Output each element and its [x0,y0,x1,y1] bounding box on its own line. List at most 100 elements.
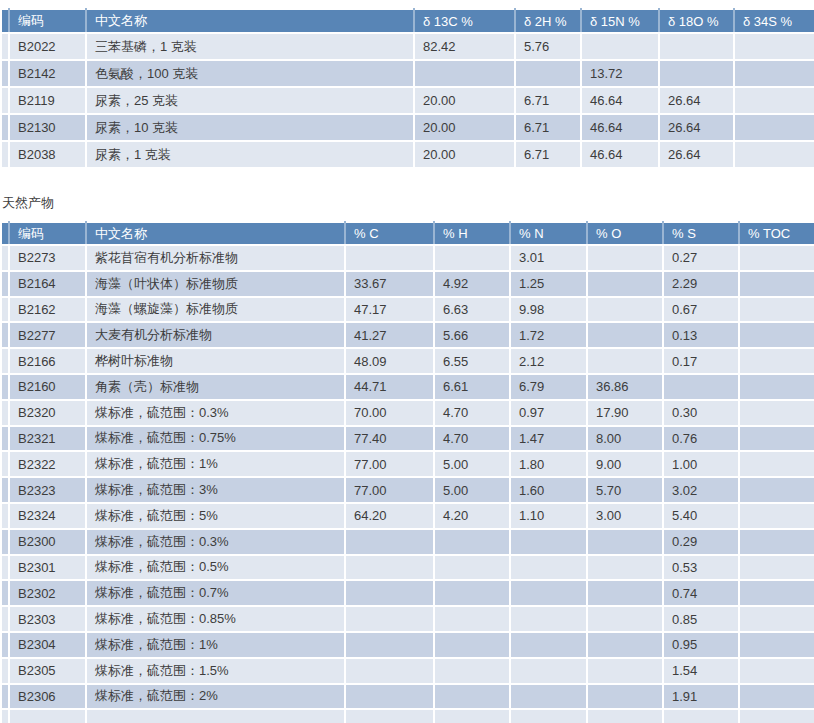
value-cell [515,60,581,87]
value-cell [434,684,510,710]
value-cell: 20.00 [414,87,515,114]
value-cell [587,555,663,581]
value-cell: 41.27 [345,322,434,348]
value-cell [414,60,515,87]
value-cell [345,632,434,658]
value-cell [739,503,814,529]
value-cell: 0.95 [663,632,739,658]
name-cell: 海藻（叶状体）标准物质 [86,271,345,297]
value-cell: 0.29 [663,529,739,555]
name-cell: 煤标准，硫范围：2% [86,684,345,710]
value-cell [510,709,587,723]
code-cell: B2321 [9,426,86,452]
value-cell [587,529,663,555]
natural-products-table: 编码中文名称% C% H% N% O% S% TOC B2273紫花苜宿有机分析… [0,221,814,723]
code-cell: B2322 [9,451,86,477]
spacer-cell [1,529,9,555]
spacer-cell [1,245,9,271]
value-cell: 0.17 [663,348,739,374]
name-cell: 紫花苜宿有机分析标准物 [86,245,345,271]
table-row: B2321煤标准，硫范围：0.75%77.404.701.478.000.76 [1,426,814,452]
value-cell [587,271,663,297]
value-cell: 6.63 [434,297,510,323]
name-cell: 煤标准，硫范围：1% [86,632,345,658]
value-cell [739,658,814,684]
value-cell [434,529,510,555]
table-row: B2038尿素，1 克装20.006.7146.6426.64 [1,141,814,168]
value-cell: 5.66 [434,322,510,348]
table-row: B2119尿素，25 克装20.006.7146.6426.64 [1,87,814,114]
value-cell: 5.00 [434,451,510,477]
value-cell: 0.97 [510,400,587,426]
column-header: δ 15N % [581,9,659,33]
value-cell: 2.12 [510,348,587,374]
value-cell [587,606,663,632]
value-cell [739,580,814,606]
table-row: B2273紫花苜宿有机分析标准物3.010.27 [1,245,814,271]
value-cell [659,33,734,60]
value-cell: 36.86 [587,374,663,400]
value-cell: 47.17 [345,297,434,323]
name-cell: 煤标准，硫范围：0.5% [86,555,345,581]
table-row: B2303煤标准，硫范围：0.85%0.85 [1,606,814,632]
name-cell: 大麦有机分析标准物 [86,322,345,348]
value-cell: 9.00 [587,451,663,477]
value-cell [434,606,510,632]
value-cell [739,297,814,323]
spacer-cell [1,348,9,374]
column-header: 编码 [9,9,86,33]
value-cell: 3.02 [663,477,739,503]
value-cell [734,33,814,60]
column-header: δ 13C % [414,9,515,33]
name-cell: 尿素，1 克装 [86,141,414,168]
table-row: B2142色氨酸，100 克装13.72 [1,60,814,87]
value-cell: 1.47 [510,426,587,452]
name-cell: 角素（壳）标准物 [86,374,345,400]
value-cell [510,529,587,555]
value-cell [659,60,734,87]
value-cell: 4.70 [434,426,510,452]
name-cell: 三苯基磷，1 克装 [86,33,414,60]
value-cell: 5.76 [515,33,581,60]
table-row: B2320煤标准，硫范围：0.3%70.004.700.9717.900.30 [1,400,814,426]
value-cell [739,477,814,503]
value-cell: 0.30 [663,400,739,426]
value-cell: 1.60 [510,477,587,503]
table-row: B2162海藻（螺旋藻）标准物质47.176.639.980.67 [1,297,814,323]
code-cell: B2320 [9,400,86,426]
spacer-cell [1,451,9,477]
value-cell [510,555,587,581]
table-row: B2323煤标准，硫范围：3%77.005.001.605.703.02 [1,477,814,503]
value-cell [739,632,814,658]
value-cell: 3.01 [510,245,587,271]
column-header: δ 2H % [515,9,581,33]
value-cell [345,245,434,271]
value-cell: 4.70 [434,400,510,426]
spacer-cell [1,658,9,684]
spacer-cell [1,222,9,245]
spacer-cell [1,555,9,581]
value-cell [345,684,434,710]
value-cell [510,684,587,710]
value-cell: 77.00 [345,451,434,477]
code-cell: B2164 [9,271,86,297]
code-cell [9,709,86,723]
value-cell [345,529,434,555]
value-cell: 33.67 [345,271,434,297]
spacer-cell [1,684,9,710]
value-cell: 0.13 [663,322,739,348]
value-cell: 26.64 [659,114,734,141]
value-cell [510,658,587,684]
value-cell [739,348,814,374]
table-row: B2302煤标准，硫范围：0.7%0.74 [1,580,814,606]
value-cell [587,580,663,606]
table-row: B2166桦树叶标准物48.096.552.120.17 [1,348,814,374]
value-cell: 48.09 [345,348,434,374]
column-header: % C [345,222,434,245]
header-row: 编码中文名称% C% H% N% O% S% TOC [1,222,814,245]
value-cell [587,348,663,374]
column-header: % TOC [739,222,814,245]
value-cell: 20.00 [414,141,515,168]
table-row: B2306煤标准，硫范围：2%1.91 [1,684,814,710]
code-cell: B2166 [9,348,86,374]
